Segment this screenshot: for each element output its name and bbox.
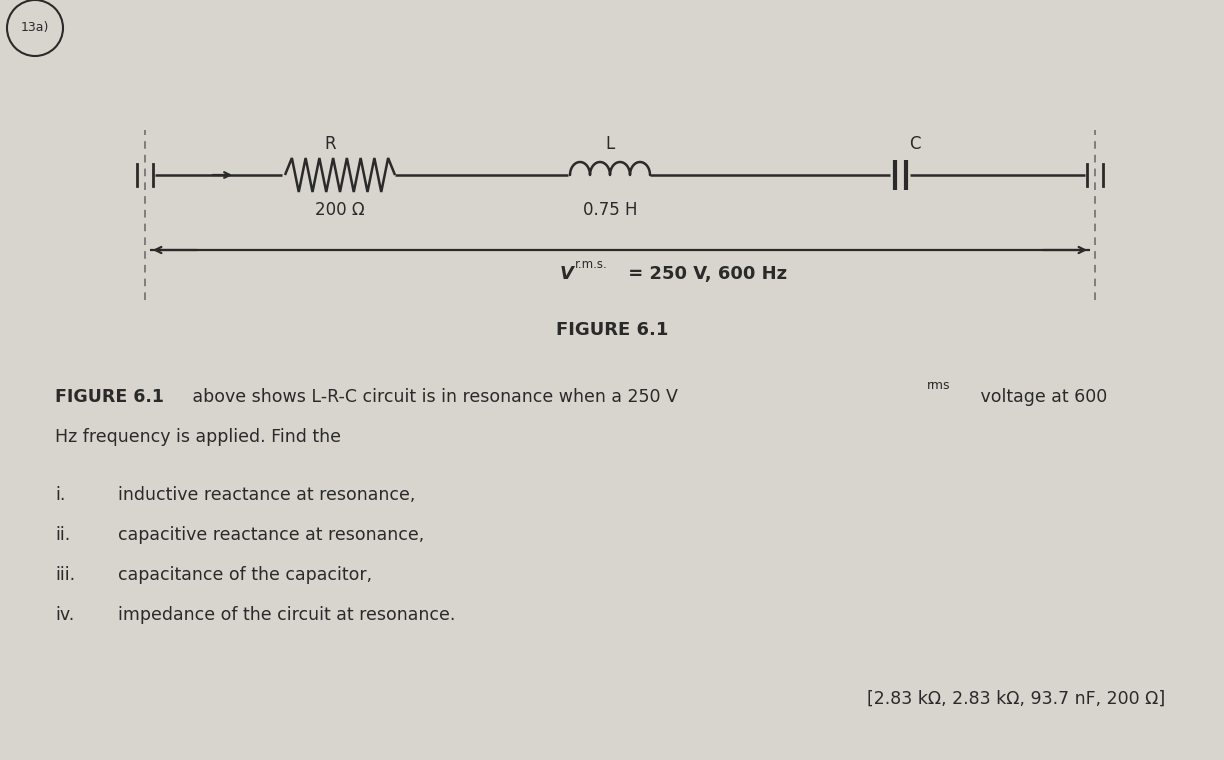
Text: capacitive reactance at resonance,: capacitive reactance at resonance,	[118, 526, 425, 544]
Text: iv.: iv.	[55, 606, 75, 624]
Text: rms: rms	[927, 379, 951, 392]
Text: 200 Ω: 200 Ω	[316, 201, 365, 219]
Text: FIGURE 6.1: FIGURE 6.1	[556, 321, 668, 339]
Text: inductive reactance at resonance,: inductive reactance at resonance,	[118, 486, 415, 504]
Text: FIGURE 6.1: FIGURE 6.1	[55, 388, 164, 406]
Text: V: V	[561, 265, 574, 283]
Text: impedance of the circuit at resonance.: impedance of the circuit at resonance.	[118, 606, 455, 624]
Text: 0.75 H: 0.75 H	[583, 201, 638, 219]
Text: i.: i.	[55, 486, 65, 504]
Text: voltage at 600: voltage at 600	[976, 388, 1108, 406]
Text: 13a): 13a)	[21, 21, 49, 33]
Text: iii.: iii.	[55, 566, 75, 584]
Text: capacitance of the capacitor,: capacitance of the capacitor,	[118, 566, 372, 584]
Text: L: L	[606, 135, 614, 153]
Text: r.m.s.: r.m.s.	[575, 258, 608, 271]
Text: R: R	[324, 135, 335, 153]
Text: [2.83 kΩ, 2.83 kΩ, 93.7 nF, 200 Ω]: [2.83 kΩ, 2.83 kΩ, 93.7 nF, 200 Ω]	[867, 690, 1165, 708]
Text: ii.: ii.	[55, 526, 70, 544]
Text: C: C	[909, 135, 920, 153]
Text: Hz frequency is applied. Find the: Hz frequency is applied. Find the	[55, 428, 341, 446]
Text: = 250 V, 600 Hz: = 250 V, 600 Hz	[622, 265, 787, 283]
Text: above shows L-R-C circuit is in resonance when a 250 V: above shows L-R-C circuit is in resonanc…	[187, 388, 678, 406]
